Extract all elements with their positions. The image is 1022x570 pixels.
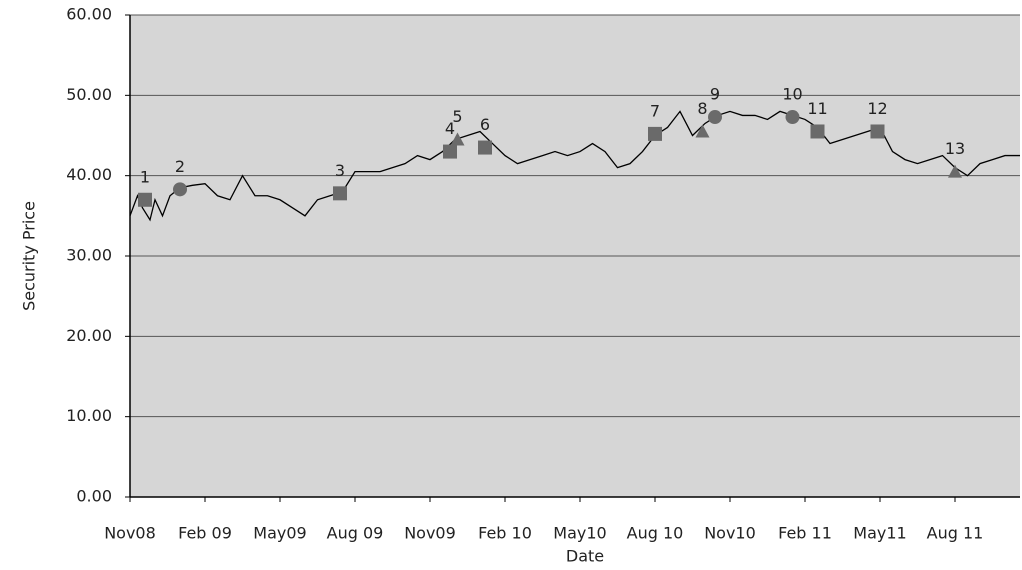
event-marker <box>173 182 187 197</box>
x-tick-label: Aug 10 <box>627 524 684 543</box>
x-tick-label: Aug 09 <box>327 524 384 543</box>
event-marker <box>695 124 710 138</box>
event-label: 4 <box>445 119 455 138</box>
x-tick-label: Nov08 <box>104 524 156 543</box>
event-marker <box>333 186 347 201</box>
x-tick-label: Nov09 <box>404 524 456 543</box>
y-tick-label: 20.00 <box>66 326 112 345</box>
event-label: 2 <box>175 157 185 176</box>
x-tick-label: Feb 11 <box>778 524 832 543</box>
event-marker <box>478 140 492 155</box>
x-tick-label: Feb 09 <box>178 524 232 543</box>
event-label: 12 <box>867 99 887 118</box>
y-axis-label: Security Price <box>20 201 39 311</box>
event-marker <box>810 124 825 139</box>
y-tick-label: 10.00 <box>66 406 112 425</box>
x-tick-label: Feb 10 <box>478 524 532 543</box>
x-tick-label: May09 <box>253 524 306 543</box>
x-tick-label: May10 <box>553 524 606 543</box>
event-label: 6 <box>480 115 490 134</box>
event-label: 9 <box>710 85 720 104</box>
event-marker <box>785 110 800 125</box>
event-marker <box>708 110 722 125</box>
y-tick-label: 0.00 <box>76 487 112 506</box>
event-marker <box>138 192 152 207</box>
y-tick-label: 40.00 <box>66 165 112 184</box>
event-marker <box>648 126 662 141</box>
y-tick-label: 30.00 <box>66 246 112 265</box>
event-label: 7 <box>650 101 660 120</box>
x-tick-label: Nov10 <box>704 524 756 543</box>
event-marker <box>443 144 457 159</box>
event-label: 3 <box>335 161 345 180</box>
event-label: 11 <box>807 99 827 118</box>
event-label: 13 <box>945 139 965 158</box>
event-label: 5 <box>452 107 462 126</box>
x-axis-label: Date <box>566 547 604 566</box>
event-marker <box>450 132 465 146</box>
event-marker <box>948 164 962 178</box>
event-label: 10 <box>782 85 802 104</box>
x-tick-label: Aug 11 <box>927 524 984 543</box>
x-tick-label: May11 <box>853 524 906 543</box>
price-line <box>129 110 1020 222</box>
y-tick-label: 50.00 <box>66 85 112 104</box>
event-label: 1 <box>140 167 150 186</box>
event-marker <box>870 124 885 139</box>
event-label: 8 <box>697 99 707 118</box>
y-tick-label: 60.00 <box>66 5 112 24</box>
